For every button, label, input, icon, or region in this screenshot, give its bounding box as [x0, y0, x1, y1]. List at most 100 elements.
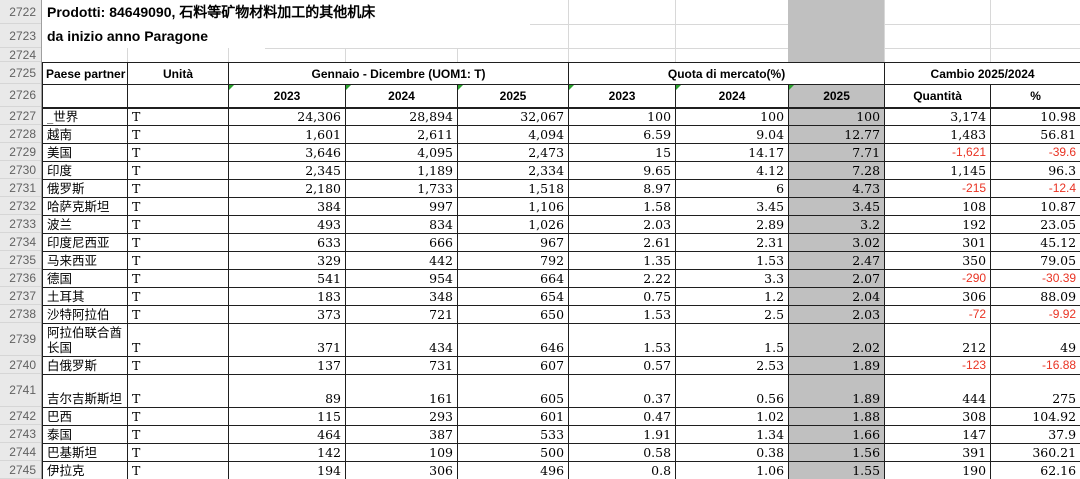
- cell-quota-2024[interactable]: 1.53: [675, 251, 790, 270]
- cell-unit[interactable]: T: [127, 374, 229, 408]
- header-quota-2024[interactable]: 2024: [675, 84, 790, 109]
- cell-country[interactable]: 吉尔吉斯斯坦: [42, 374, 128, 408]
- row-number[interactable]: 2742: [0, 407, 41, 425]
- cell-2024[interactable]: 109: [345, 443, 458, 462]
- cell-unit[interactable]: T: [127, 107, 229, 126]
- cell-cambio-qty[interactable]: -1,621: [884, 143, 992, 162]
- cell-cambio-qty[interactable]: 108: [884, 197, 992, 216]
- cell-2025[interactable]: 967: [456, 233, 570, 252]
- cell-quota-2024[interactable]: 2.89: [675, 215, 790, 234]
- row-number[interactable]: 2741: [0, 374, 41, 407]
- cell-quota-2025[interactable]: 2.47: [788, 251, 886, 270]
- cell-quota-2023[interactable]: 1.91: [568, 425, 677, 444]
- cell-2023[interactable]: 384: [228, 197, 346, 216]
- cell-country[interactable]: 巴基斯坦: [42, 443, 128, 462]
- cell-2024[interactable]: 997: [345, 197, 458, 216]
- cell-2023[interactable]: 115: [228, 407, 346, 426]
- cell-2025[interactable]: 664: [456, 269, 570, 288]
- cell-2024[interactable]: 1,189: [345, 161, 458, 180]
- cell-2023[interactable]: 194: [228, 461, 346, 479]
- cell-2023[interactable]: 329: [228, 251, 346, 270]
- cell-quota-2023[interactable]: 2.22: [568, 269, 677, 288]
- cell-country[interactable]: 沙特阿拉伯: [42, 305, 128, 324]
- row-number[interactable]: 2731: [0, 179, 41, 197]
- row-number[interactable]: 2738: [0, 305, 41, 323]
- cell-2025[interactable]: 4,094: [456, 125, 570, 144]
- cell-quota-2024[interactable]: 1.2: [675, 287, 790, 306]
- cell-2023[interactable]: 89: [228, 374, 346, 408]
- cell-country[interactable]: 德国: [42, 269, 128, 288]
- cell-quota-2024[interactable]: 2.31: [675, 233, 790, 252]
- cell-quota-2024[interactable]: 3.45: [675, 197, 790, 216]
- cell-cambio-qty[interactable]: -290: [884, 269, 992, 288]
- cell-quota-2023[interactable]: 2.61: [568, 233, 677, 252]
- row-number[interactable]: 2723: [0, 24, 41, 48]
- header-empty-paese[interactable]: [42, 84, 128, 109]
- cell-2025[interactable]: 2,334: [456, 161, 570, 180]
- cell-quota-2024[interactable]: 9.04: [675, 125, 790, 144]
- cell-country[interactable]: 巴西: [42, 407, 128, 426]
- cell-cambio-pct[interactable]: -16.88: [990, 356, 1080, 375]
- cell-cambio-pct[interactable]: 37.9: [990, 425, 1080, 444]
- cell-unit[interactable]: T: [127, 125, 229, 144]
- cell-unit[interactable]: T: [127, 443, 229, 462]
- cell-2025[interactable]: 654: [456, 287, 570, 306]
- header-year-2023[interactable]: 2023: [228, 84, 346, 109]
- cell-quota-2023[interactable]: 1.53: [568, 305, 677, 324]
- cell-unit[interactable]: T: [127, 356, 229, 375]
- cell-country[interactable]: 哈萨克斯坦: [42, 197, 128, 216]
- cell-cambio-pct[interactable]: 45.12: [990, 233, 1080, 252]
- cell-quota-2023[interactable]: 2.03: [568, 215, 677, 234]
- cell-quota-2025[interactable]: 2.03: [788, 305, 886, 324]
- header-quota-2025[interactable]: 2025: [788, 84, 886, 109]
- cell-2025[interactable]: 496: [456, 461, 570, 479]
- cell-2024[interactable]: 434: [345, 323, 458, 357]
- cell-cambio-qty[interactable]: -215: [884, 179, 992, 198]
- cell-cambio-qty[interactable]: -72: [884, 305, 992, 324]
- cell-cambio-qty[interactable]: 3,174: [884, 107, 992, 126]
- cell-2025[interactable]: 1,106: [456, 197, 570, 216]
- cell-2023[interactable]: 137: [228, 356, 346, 375]
- row-number[interactable]: 2740: [0, 356, 41, 374]
- cell-2025[interactable]: 533: [456, 425, 570, 444]
- cell-2024[interactable]: 2,611: [345, 125, 458, 144]
- row-number[interactable]: 2727: [0, 107, 41, 125]
- cell-unit[interactable]: T: [127, 287, 229, 306]
- cell-quota-2023[interactable]: 6.59: [568, 125, 677, 144]
- row-number[interactable]: 2744: [0, 443, 41, 461]
- cell-quota-2025[interactable]: 2.04: [788, 287, 886, 306]
- cell-country[interactable]: 阿拉伯联合酋长国: [42, 323, 128, 357]
- cell-quota-2023[interactable]: 1.35: [568, 251, 677, 270]
- cell-quota-2024[interactable]: 4.12: [675, 161, 790, 180]
- cell-cambio-qty[interactable]: 444: [884, 374, 992, 408]
- cell-quota-2023[interactable]: 8.97: [568, 179, 677, 198]
- cell-country[interactable]: 白俄罗斯: [42, 356, 128, 375]
- cell-quota-2025[interactable]: 3.02: [788, 233, 886, 252]
- cell-quota-2024[interactable]: 3.3: [675, 269, 790, 288]
- cell-quota-2023[interactable]: 9.65: [568, 161, 677, 180]
- cell-2024[interactable]: 666: [345, 233, 458, 252]
- row-number[interactable]: 2726: [0, 84, 41, 107]
- cell-2025[interactable]: 1,518: [456, 179, 570, 198]
- row-number[interactable]: 2724: [0, 48, 41, 62]
- cell-cambio-qty[interactable]: 306: [884, 287, 992, 306]
- cell-quota-2023[interactable]: 1.53: [568, 323, 677, 357]
- cell-quota-2025[interactable]: 7.71: [788, 143, 886, 162]
- cell-quota-2024[interactable]: 2.53: [675, 356, 790, 375]
- cell-quota-2025[interactable]: 1.88: [788, 407, 886, 426]
- cell-cambio-qty[interactable]: 212: [884, 323, 992, 357]
- cell-unit[interactable]: T: [127, 323, 229, 357]
- cell-quota-2025[interactable]: 2.02: [788, 323, 886, 357]
- row-number[interactable]: 2732: [0, 197, 41, 215]
- header-cambio[interactable]: Cambio 2025/2024: [884, 62, 1080, 85]
- header-empty-unita[interactable]: [127, 84, 229, 109]
- cell-cambio-pct[interactable]: 23.05: [990, 215, 1080, 234]
- cell-2024[interactable]: 348: [345, 287, 458, 306]
- row-number[interactable]: 2722: [0, 0, 41, 24]
- header-quota-2023[interactable]: 2023: [568, 84, 677, 109]
- cell-quota-2024[interactable]: 1.5: [675, 323, 790, 357]
- header-gennaio-dicembre[interactable]: Gennaio - Dicembre (UOM1: T): [227, 62, 570, 85]
- cell-2024[interactable]: 28,894: [345, 107, 458, 126]
- cell-quota-2023[interactable]: 0.37: [568, 374, 677, 408]
- cell-2025[interactable]: 2,473: [456, 143, 570, 162]
